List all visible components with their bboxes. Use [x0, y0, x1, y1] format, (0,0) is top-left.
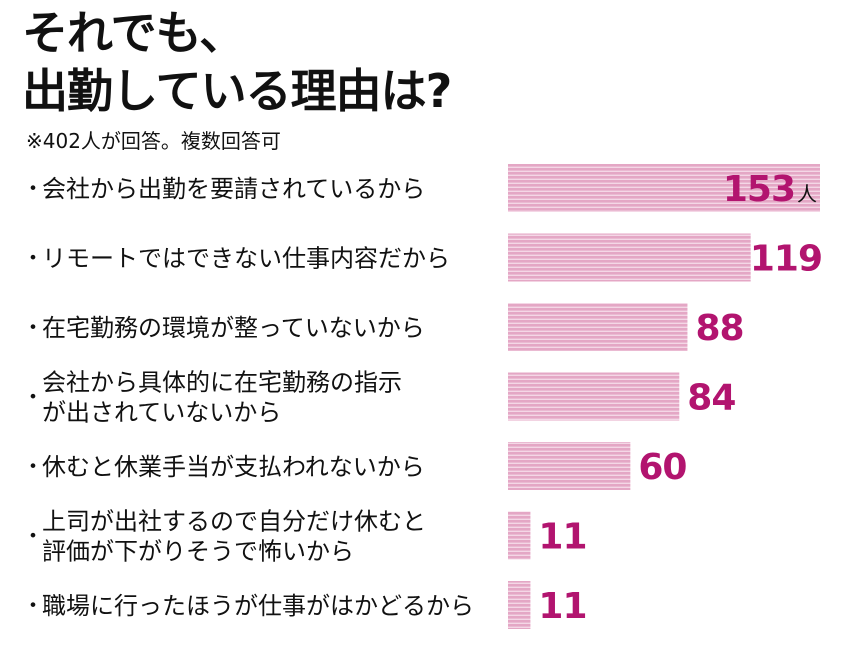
category-bullet: ・ — [22, 386, 44, 411]
category-label-4-line-1: 会社から具体的に在宅勤務の指示 — [42, 369, 402, 397]
category-bullet: ・ — [22, 455, 44, 480]
category-label-7: 職場に行ったほうが仕事がはかどるから — [42, 592, 474, 620]
bar-3 — [508, 303, 688, 351]
value-label-6: 11 — [538, 517, 586, 558]
category-label-3: 在宅勤務の環境が整っていないから — [42, 314, 425, 342]
bar-1 — [508, 164, 820, 212]
category-label-6-line-1: 上司が出社するので自分だけ休むと — [42, 508, 426, 536]
value-label-5: 60 — [638, 447, 686, 488]
value-label-4: 84 — [687, 378, 735, 419]
category-bullet: ・ — [22, 594, 44, 619]
chart-note: ※402人が回答。複数回答可 — [26, 129, 281, 153]
category-bullet: ・ — [22, 177, 44, 202]
category-bullet: ・ — [22, 525, 44, 550]
bar-6 — [508, 511, 531, 560]
bar-2 — [508, 233, 751, 282]
category-label-2: リモートではできない仕事内容だから — [42, 245, 450, 273]
bars-group — [508, 164, 820, 629]
category-label-4-line-2: が出されていないから — [42, 399, 281, 427]
title-line-2: 出勤している理由は? — [22, 64, 452, 118]
bar-7 — [508, 581, 531, 629]
category-bullet: ・ — [22, 316, 44, 341]
category-label-5: 休むと休業手当が支払われないから — [42, 453, 425, 481]
chart-title: それでも、 出勤している理由は? — [22, 4, 452, 120]
title-line-1: それでも、 — [22, 6, 245, 60]
category-bullet: ・ — [22, 247, 44, 272]
value-label-2: 119 — [750, 239, 822, 280]
category-labels-group: ・会社から出勤を要請されているから・リモートではできない仕事内容だから・在宅勤務… — [22, 175, 474, 620]
bar-4 — [508, 372, 680, 421]
bar-5 — [508, 442, 631, 490]
category-label-6-line-2: 評価が下がりそうで怖いから — [42, 538, 354, 566]
unit-label: 人 — [797, 182, 817, 206]
value-label-7: 11 — [538, 586, 586, 627]
value-label-3: 88 — [695, 308, 743, 349]
category-label-1: 会社から出勤を要請されているから — [42, 175, 425, 203]
value-label-1: 153 人 — [723, 169, 817, 210]
